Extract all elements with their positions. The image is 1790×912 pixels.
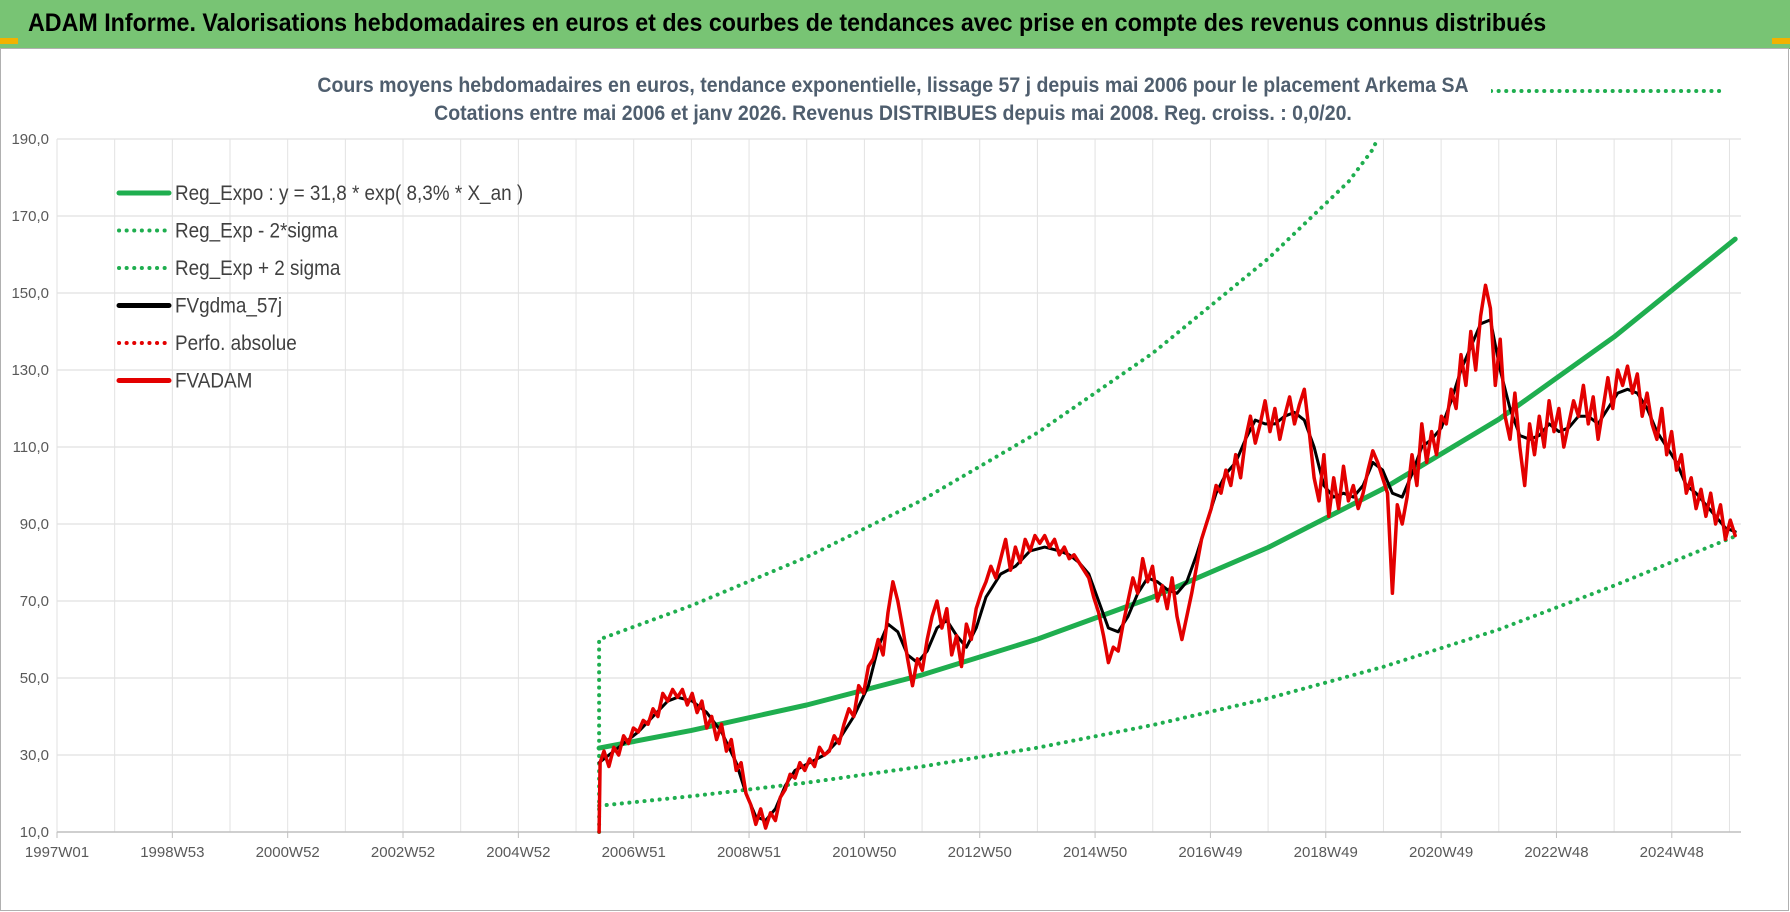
fvgdma-57j-line bbox=[597, 318, 1737, 822]
y-tick-label: 130,0 bbox=[11, 362, 49, 379]
legend-reg-exp-plus-label: Reg_Exp + 2 sigma bbox=[175, 257, 341, 280]
title-box bbox=[296, 61, 1491, 127]
y-tick-label: 70,0 bbox=[20, 593, 49, 610]
corner-marker-right bbox=[1772, 38, 1790, 44]
legend-fvadam-label: FVADAM bbox=[175, 370, 252, 393]
x-tick-label: 2024W48 bbox=[1640, 844, 1704, 861]
y-tick-label: 170,0 bbox=[11, 208, 49, 225]
chart-frame: 10,0 30,0 50,0 70,0 90,0 110,0 130,0 150,0 170,0… bbox=[0, 48, 1789, 911]
x-tick-label: 2002W52 bbox=[371, 844, 435, 861]
y-tick-label: 30,0 bbox=[20, 747, 49, 764]
y-tick-label: 150,0 bbox=[11, 285, 49, 302]
x-tick-label: 1997W01 bbox=[25, 844, 89, 861]
legend-reg-exp-minus-label: Reg_Exp - 2*sigma bbox=[175, 220, 339, 243]
header-bar: ADAM Informe. Valorisations hebdomadaire… bbox=[0, 0, 1790, 49]
chart: 10,0 30,0 50,0 70,0 90,0 110,0 130,0 150,0 170,0… bbox=[11, 61, 1741, 861]
reg-exp-plus-2sigma-line bbox=[597, 137, 1380, 834]
legend-perfo-absolue-label: Perfo. absolue bbox=[175, 332, 297, 355]
page-title: ADAM Informe. Valorisations hebdomadaire… bbox=[28, 9, 1547, 37]
y-tick-label: 10,0 bbox=[20, 824, 49, 841]
x-tick-label: 1998W53 bbox=[140, 844, 204, 861]
y-tick-label: 50,0 bbox=[20, 670, 49, 687]
chart-title: Cours moyens hebdomadaires en euros, ten… bbox=[317, 74, 1469, 97]
x-tick-label: 2010W50 bbox=[832, 844, 896, 861]
corner-marker-left bbox=[0, 38, 18, 44]
x-tick-label: 2008W51 bbox=[717, 844, 781, 861]
legend-fvgdma-label: FVgdma_57j bbox=[175, 295, 282, 318]
chart-subtitle: Cotations entre mai 2006 et janv 2026. R… bbox=[434, 102, 1352, 125]
legend-reg-expo-label: Reg_Expo : y = 31,8 * exp( 8,3% * X_an ) bbox=[175, 182, 523, 205]
x-tick-label: 2012W50 bbox=[948, 844, 1012, 861]
y-tick-label: 110,0 bbox=[13, 439, 49, 456]
y-tick-label: 190,0 bbox=[11, 131, 49, 148]
x-tick-label: 2000W52 bbox=[256, 844, 320, 861]
reg-expo-line bbox=[596, 236, 1738, 751]
reg-exp-minus-2sigma-line bbox=[597, 534, 1738, 808]
x-tick-label: 2018W49 bbox=[1294, 844, 1358, 861]
y-tick-label: 90,0 bbox=[20, 516, 49, 533]
x-tick-label: 2016W49 bbox=[1178, 844, 1242, 861]
x-tick-label: 2022W48 bbox=[1524, 844, 1588, 861]
x-tick-label: 2014W50 bbox=[1063, 844, 1127, 861]
x-tick-label: 2020W49 bbox=[1409, 844, 1473, 861]
x-tick-label: 2004W52 bbox=[486, 844, 550, 861]
fvadam-line bbox=[597, 283, 1737, 834]
x-tick-label: 2006W51 bbox=[602, 844, 666, 861]
